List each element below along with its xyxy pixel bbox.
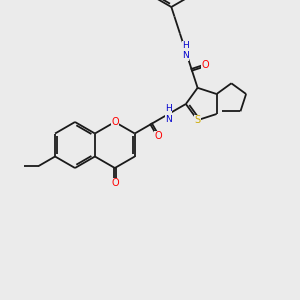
- Text: H
N: H N: [182, 41, 189, 60]
- Text: O: O: [201, 60, 209, 70]
- Text: H
N: H N: [165, 104, 172, 124]
- Text: O: O: [111, 178, 118, 188]
- Text: O: O: [111, 117, 118, 127]
- Text: S: S: [194, 115, 201, 125]
- Text: O: O: [154, 131, 162, 141]
